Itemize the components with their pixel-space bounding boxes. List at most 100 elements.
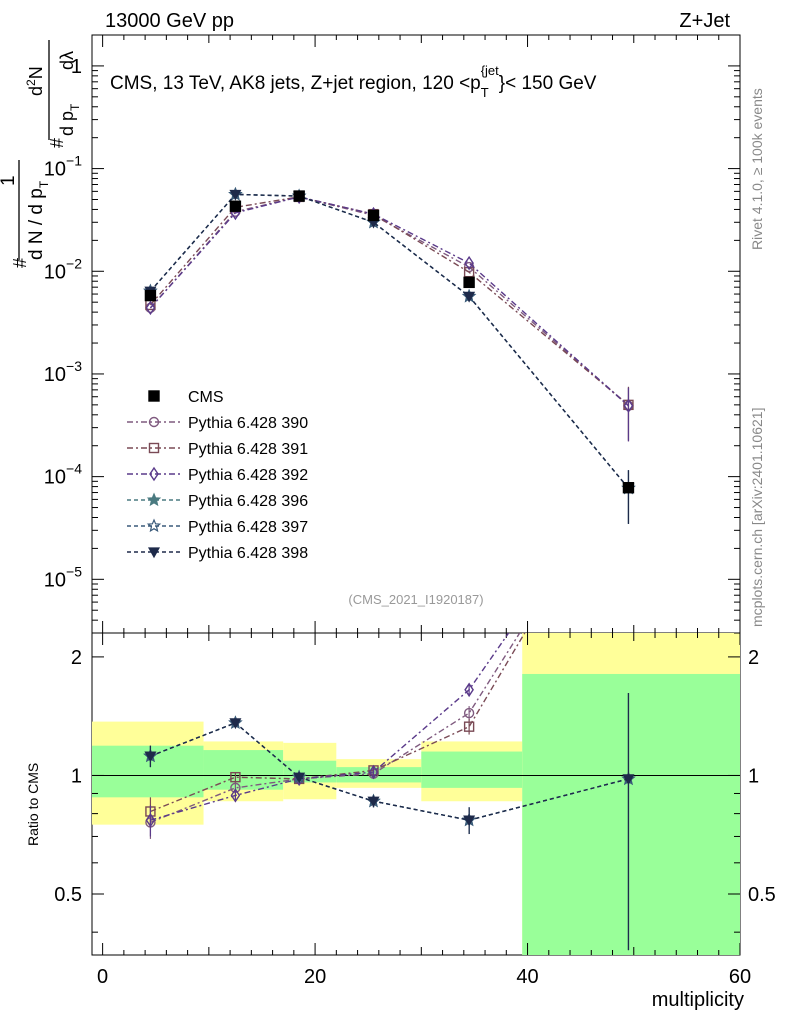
y-tick-label: 10−3: [44, 358, 82, 386]
marker-triangle-down-filled: [144, 751, 157, 763]
axes: 0 20 40 60 10−5 10−4 10−3 10−2 10−1 1 0.5 0.5 1 1 2 2: [44, 34, 776, 988]
legend-entry: Pythia 6.428 391: [127, 441, 308, 458]
y-tick-label: 10−2: [44, 255, 82, 283]
ratio-y-tick-label-right: 1: [748, 765, 759, 787]
ratio-band-inner: [283, 760, 337, 783]
x-tick-label: 0: [97, 966, 108, 988]
marker-square-open: [463, 721, 475, 732]
series-line: [149, 196, 629, 406]
ratio-line: [150, 633, 521, 824]
plot-title-sub: T: [481, 85, 489, 100]
marker-diamond-open: [464, 682, 474, 698]
x-tick-label: 20: [304, 966, 326, 988]
mcplots-text: mcplots.cern.ch [arXiv:2401.10621]: [749, 408, 765, 627]
marker-triangle-down-filled: [229, 189, 242, 201]
ylabel-dpT-text: d p: [57, 111, 77, 136]
plot-title-main: CMS, 13 TeV, AK8 jets, Z+jet region, 120…: [110, 73, 481, 94]
series-line: [149, 193, 630, 489]
marker-triangle-down-filled: [367, 796, 380, 808]
ratio-uncertainty-bands: [92, 633, 740, 955]
x-tick-label: 60: [729, 966, 751, 988]
ratio-series-pythia-6.428-398: [144, 692, 635, 951]
legend-entry: Pythia 6.428 392: [127, 466, 308, 484]
analysis-id: (CMS_2021_I1920187): [348, 592, 483, 607]
ratio-y-tick-label: 0.5: [54, 884, 82, 906]
ratio-band-inner: [336, 767, 422, 783]
main-series: [143, 186, 636, 524]
ratio-y-tick-label-right: 2: [748, 647, 759, 669]
ratio-y-tick-label: 1: [71, 765, 82, 787]
marker-triangle-down-filled: [463, 291, 476, 303]
legend-entry: Pythia 6.428 397: [127, 518, 308, 536]
legend-entry: Pythia 6.428 390: [127, 415, 308, 432]
marker-triangle-down-filled: [147, 547, 161, 559]
header-left: 13000 GeV pp: [105, 10, 234, 32]
legend-label: CMS: [188, 389, 224, 406]
ratio-line: [150, 722, 629, 821]
legend-label: Pythia 6.428 398: [188, 545, 308, 562]
ratio-band-inner: [421, 751, 523, 788]
series-cms-data: [144, 190, 635, 494]
x-axis-label: multiplicity: [652, 989, 744, 1011]
y-tick-label: 1: [71, 56, 82, 78]
marker-square-filled-data: [622, 482, 635, 494]
marker-square-filled-data: [367, 209, 380, 222]
plot-title-close: }< 150 GeV: [499, 73, 597, 94]
marker-square-open: [148, 442, 160, 454]
legend-label: Pythia 6.428 396: [188, 493, 308, 510]
ratio-band-inner: [522, 673, 740, 955]
legend-label: Pythia 6.428 397: [188, 519, 308, 536]
x-tick-label: 40: [516, 966, 538, 988]
marker-diamond-open: [464, 255, 474, 271]
ratio-y-label: Ratio to CMS: [25, 763, 41, 846]
marker-star-filled: [146, 492, 162, 507]
ratio-series: [143, 633, 636, 951]
ylabel-dpT-sub: T: [68, 103, 82, 111]
ylabel-dlambda: dλ: [57, 51, 77, 70]
ylabel-den-T: T: [37, 180, 51, 188]
marker-square-filled-data: [148, 390, 160, 402]
marker-triangle-down-filled: [622, 774, 635, 786]
y-tick-label: 10−5: [44, 563, 82, 591]
marker-diamond-open: [230, 788, 241, 803]
legend-entry: Pythia 6.428 398: [127, 545, 308, 562]
marker-diamond-open: [368, 764, 379, 780]
ylabel-den-text: d N / d p: [26, 188, 47, 260]
marker-square-filled-data: [463, 276, 475, 289]
marker-circle-open: [148, 416, 160, 428]
y-tick-label: 10−1: [44, 153, 82, 181]
plot-title: CMS, 13 TeV, AK8 jets, Z+jet region, 120…: [110, 63, 597, 100]
marker-circle-open: [463, 707, 475, 719]
marker-square-filled-data: [144, 289, 157, 302]
ylabel-two: 2: [24, 79, 38, 86]
ylabel-N: N: [26, 66, 46, 79]
ylabel-dpT: d pT: [57, 103, 82, 136]
rivet-version-text: Rivet 4.1.0, ≥ 100k events: [749, 88, 765, 250]
main-panel-frame: [91, 34, 741, 634]
ylabel-d: d: [26, 86, 46, 96]
legend-entry: CMS: [148, 389, 224, 406]
marker-diamond-open: [145, 300, 156, 316]
ylabel-one: 1: [0, 175, 19, 186]
ratio-band-inner: [203, 750, 284, 790]
y-axis-label: # 1 d N / d pT # d2N d pT dλ: [0, 40, 82, 268]
marker-star-open: [146, 518, 162, 533]
marker-triangle-down-filled: [229, 718, 242, 730]
marker-diamond-open: [149, 466, 159, 482]
ylabel-denominator: d N / d pT: [26, 180, 51, 260]
series-line: [149, 196, 629, 407]
ratio-line: [150, 633, 510, 821]
legend-entry: Pythia 6.428 396: [127, 492, 308, 510]
ylabel-hash-2: #: [47, 138, 67, 148]
marker-triangle-down-filled: [463, 815, 476, 827]
ratio-y-tick-label-right: 0.5: [748, 884, 776, 906]
marker-diamond-open: [145, 812, 156, 828]
ratio-y-tick-label: 2: [71, 647, 82, 669]
plot-title-sup: {jet: [481, 63, 499, 78]
legend-label: Pythia 6.428 390: [188, 415, 308, 432]
legend-label: Pythia 6.428 392: [188, 467, 308, 484]
ratio-line: [150, 633, 526, 813]
marker-square-filled-data: [293, 190, 305, 202]
